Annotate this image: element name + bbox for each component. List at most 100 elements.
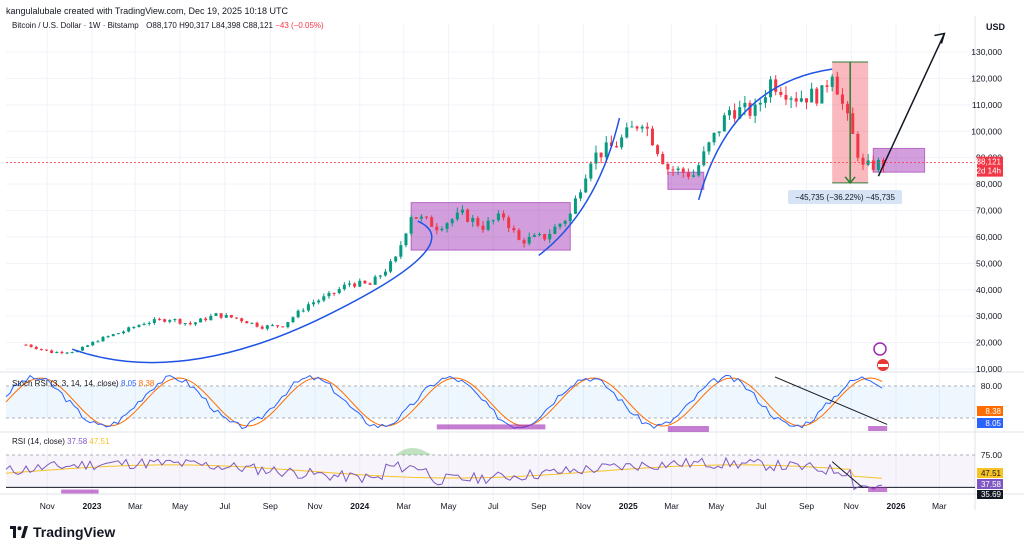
time-tick-label: Mar [396, 501, 411, 511]
price-range-measure: −45,735 (−36.22%) −45,735 [788, 61, 902, 204]
candle-body [204, 318, 208, 321]
stoch-zone [436, 424, 546, 430]
candle-body [779, 91, 783, 95]
candle-body [522, 239, 526, 244]
rsi-ma-value: 47.51 [89, 437, 110, 446]
candle-body [686, 172, 690, 177]
rsi-badge-value: 37.58 [981, 480, 1002, 489]
time-tick-label: Jul [488, 501, 499, 511]
rsi-title: RSI (14, close) [12, 437, 65, 446]
candle-body [250, 322, 254, 324]
tradingview-logo[interactable]: TradingView [10, 524, 115, 540]
last-price-badge [977, 156, 1003, 177]
stoch-d-value: 8.38 [138, 379, 155, 388]
candle-body [573, 198, 577, 214]
candle-body [173, 319, 177, 321]
candle-body [810, 88, 814, 103]
candle-body [168, 320, 172, 322]
candle-body [322, 296, 326, 301]
price-tick-label: 10,000 [976, 364, 1002, 374]
candle-body [312, 302, 316, 305]
candle-body [199, 318, 203, 323]
trend-curves [6, 32, 975, 364]
candle-body [394, 256, 398, 262]
candle-body [491, 220, 495, 222]
candle-body [178, 319, 182, 324]
candle-body [692, 175, 696, 177]
candle-body [697, 165, 701, 176]
time-tick-label: Sep [799, 501, 814, 511]
candle-body [712, 132, 716, 143]
open-value: O88,170 [146, 21, 177, 30]
candle-body [579, 192, 583, 199]
candle-body [656, 145, 660, 154]
candle-body [486, 220, 490, 230]
candle-body [635, 126, 639, 129]
candle-body [568, 213, 572, 221]
candle-body [743, 102, 747, 108]
candle-body [265, 325, 269, 329]
candle-body [599, 152, 603, 158]
candle-body [91, 341, 95, 346]
rsi-zone [868, 487, 888, 493]
candle-body [722, 115, 726, 132]
stoch-d-badge-value: 8.38 [985, 407, 1001, 416]
projection-arrow-head [934, 32, 946, 44]
candle-body [471, 218, 475, 222]
candle-body [527, 236, 531, 244]
candle-body [609, 142, 613, 147]
candle-body [296, 310, 300, 318]
stoch-k-badge-value: 8.05 [985, 419, 1001, 428]
projection-arrow-line [877, 33, 946, 177]
candle-body [214, 313, 218, 316]
candle-body [748, 102, 752, 116]
candle-body [404, 233, 408, 246]
candle-body [830, 76, 834, 87]
candle-body [466, 209, 470, 222]
chart-header: kangulalubale created with TradingView.c… [6, 6, 289, 16]
candle-body [702, 151, 706, 166]
price-tick-label: 100,000 [971, 126, 1002, 136]
time-tick-label: Sep [263, 501, 278, 511]
time-tick-label: May [440, 501, 457, 511]
price-tick-label: 110,000 [972, 100, 1002, 110]
candle-body [769, 79, 773, 98]
candle-body [846, 103, 850, 114]
parabolic-curve-2023 [71, 220, 433, 364]
candle-body [373, 276, 377, 285]
rsi-badge [977, 479, 1003, 489]
candle-body [584, 178, 588, 193]
candle-body [255, 322, 259, 327]
candle-body [137, 325, 141, 328]
candle-body [784, 94, 788, 100]
candle-body [856, 133, 860, 158]
candle-body [183, 323, 187, 325]
stoch-trendline [774, 376, 888, 425]
candle-body [24, 344, 28, 346]
rsi-low-badge [977, 490, 1003, 499]
candle-body [142, 323, 146, 326]
candle-body [270, 325, 274, 327]
candle-body [193, 322, 197, 325]
candle-body [481, 225, 485, 230]
consolidation-zones [410, 147, 926, 251]
candle-body [640, 126, 644, 129]
candle-body [45, 349, 49, 351]
candle-body [507, 217, 511, 229]
candle-body [440, 228, 444, 231]
candle-body [209, 315, 213, 321]
candle-body [733, 110, 737, 119]
candle-body [291, 317, 295, 323]
candle-body [127, 327, 131, 332]
rsi-ma-badge-value: 47.51 [981, 469, 1002, 478]
candle-body [55, 351, 59, 354]
candle-body [101, 336, 105, 342]
candle-body [50, 350, 54, 354]
candle-body [650, 128, 654, 146]
rsi-line [5, 456, 883, 491]
candle-body [835, 76, 839, 95]
time-tick-label: Mar [128, 501, 143, 511]
rsi-band [6, 455, 975, 488]
consolidation-zone [872, 147, 926, 173]
